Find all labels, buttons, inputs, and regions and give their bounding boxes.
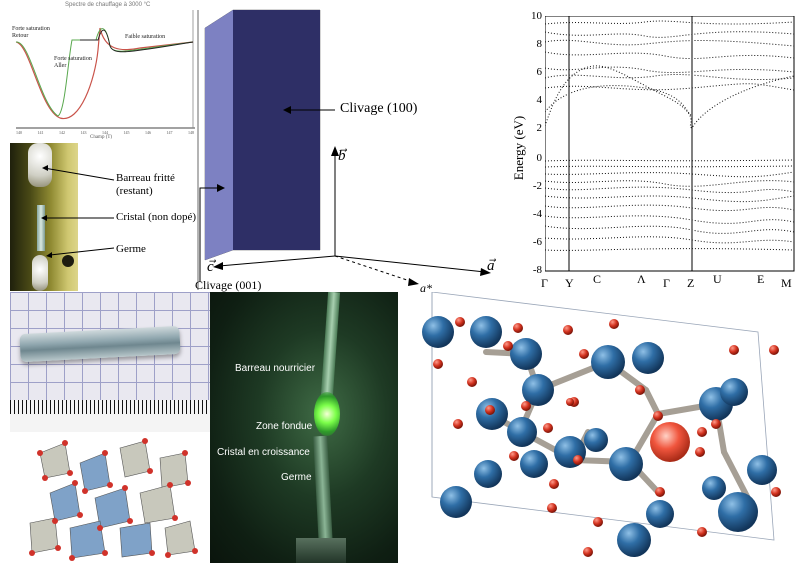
dsc-xtick: 140 <box>16 130 22 135</box>
band-ytick: 4 <box>536 94 543 106</box>
kpoint-m: M <box>781 276 792 290</box>
dsc-xtick: 144 <box>102 130 108 135</box>
dsc-xtick: 143 <box>80 130 87 135</box>
kpoint-gamma: Γ <box>541 276 548 290</box>
band-ylabel: Energy (eV) <box>511 115 527 181</box>
axis-label-b: ⃗b <box>338 146 346 165</box>
crystal-rod <box>37 205 45 251</box>
label-cristal-en-croissance: Cristal en croissance <box>217 447 310 458</box>
ball-stick-structure <box>422 292 781 557</box>
axis-label-astar: a* <box>420 281 432 295</box>
label-barreau-fritte: Barreau fritté (restant) <box>116 172 175 197</box>
band-structure-panel: Energy (eV) 10 8 6 4 2 0 -2 -4 -6 -8 <box>505 0 798 290</box>
band-ytick: 6 <box>536 66 543 78</box>
growing-crystal <box>313 435 333 547</box>
ball-stick-structure-panel <box>398 292 798 563</box>
dsc-xtick: 141 <box>37 130 44 135</box>
label-barreau-nourricier: Barreau nourricier <box>235 363 316 374</box>
kpoint-e: E <box>757 272 765 286</box>
dsc-xtick: 148 <box>188 130 194 135</box>
band-ytick: -4 <box>532 208 542 220</box>
dsc-curve-panel: Spectre de chauffage à 3000 °C Forte sat… <box>10 0 195 140</box>
crystal-sample <box>19 325 181 363</box>
dsc-curve-plot <box>15 10 195 129</box>
band-ytick: 8 <box>536 38 543 50</box>
axis-c-text: c <box>207 259 214 275</box>
ruler <box>10 400 210 432</box>
dsc-label-retour: Forte saturation Retour <box>12 26 50 39</box>
holder-base <box>296 538 346 563</box>
label-zone-fondue: Zone fondue <box>256 421 313 432</box>
floating-zone-photo: Barreau nourricier Zone fondue Cristal e… <box>210 292 398 563</box>
band-ytick: -6 <box>532 236 542 248</box>
band-kpoints: Γ Y C Λ Γ Z U E M <box>505 272 798 290</box>
dark-dot <box>62 255 74 267</box>
dsc-xtick: 147 <box>166 130 173 135</box>
dsc-label-faible: Faible saturation <box>125 34 166 40</box>
label-germe-furnace: Germe <box>281 472 312 483</box>
label-germe-left: Germe <box>116 243 146 255</box>
dsc-xtick: 146 <box>145 130 151 135</box>
dsc-xticks: 140 141 142 143 144 145 146 147 148 <box>16 130 194 135</box>
dsc-top-text: Spectre de chauffage à 3000 °C <box>65 2 151 8</box>
crystal-on-grid-photo <box>10 292 210 432</box>
kpoint-gamma-2: Γ <box>663 276 670 290</box>
kpoint-lambda: Λ <box>637 272 646 286</box>
axis-label-a: ⃗a <box>487 256 495 275</box>
kpoint-z: Z <box>687 276 695 290</box>
band-ytick: -8 <box>532 264 542 276</box>
dsc-xlabel: Champ (T) <box>90 135 113 140</box>
dsc-xtick: 145 <box>123 130 130 135</box>
band-ytick: -2 <box>532 180 542 192</box>
growth-photo-arrows <box>41 165 115 258</box>
seed-crystal <box>32 255 48 291</box>
band-ytick: 0 <box>536 152 543 164</box>
kpoint-y: Y <box>565 276 574 290</box>
band-ytick: 2 <box>536 122 543 134</box>
axis-a-text: a <box>487 258 495 274</box>
bottom-label-clivage-001: Clivage (001) <box>195 278 262 292</box>
crystal-3d-diagram <box>197 9 491 290</box>
polyhedra-structure <box>10 433 210 563</box>
kpoint-u: U <box>713 272 722 286</box>
molten-zone <box>314 392 340 436</box>
kpoint-c: C <box>593 272 602 286</box>
axis-b-text: b <box>338 148 346 164</box>
label-cristal-non-dope: Cristal (non dopé) <box>116 211 197 223</box>
dsc-label-aller: Forte saturation Aller <box>54 56 92 69</box>
band-ytick: 10 <box>531 10 542 22</box>
dsc-xtick: 142 <box>59 130 65 135</box>
band-plot <box>545 16 795 272</box>
face-label-clivage-100: Clivage (100) <box>340 101 418 116</box>
